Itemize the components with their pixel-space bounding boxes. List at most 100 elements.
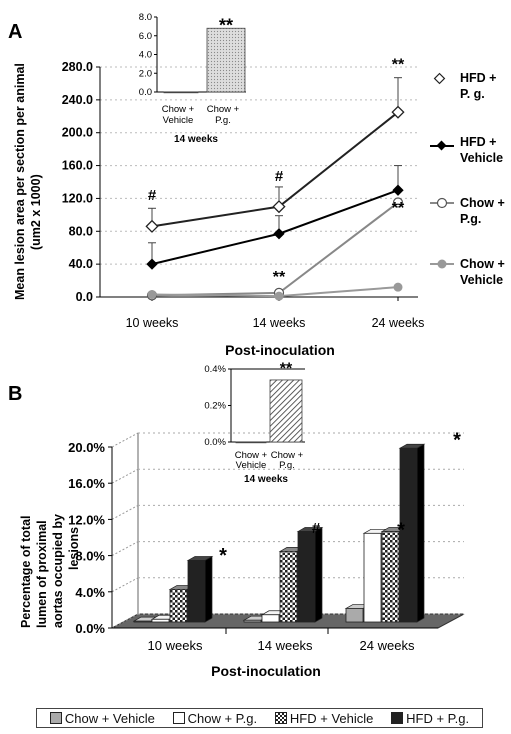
gridline-b-side [111,613,139,629]
x-axis-label-b: Post-inoculation [211,663,321,679]
bar-b [169,589,188,623]
y-axis-label-b-line4: lesions [67,527,81,570]
legend-a: HFD + P. g. HFD + Vehicle Chow + P.g. Ch… [430,71,505,287]
series-line-a [151,189,399,266]
x-tick-label-a: 24 weeks [372,316,425,330]
bar-b [363,532,382,623]
inset-b-x-label-1-l1: Chow + [235,450,268,461]
inset-a-y-tick-label: 6.0 [139,31,152,42]
x-axis-label-a: Post-inoculation [225,342,335,358]
bar-b [345,608,364,623]
bar-b [261,614,280,623]
inset-a-y-tick-label: 0.0 [139,87,152,98]
x-tick-label-b: 10 weeks [148,638,203,653]
x-tick-label-a: 10 weeks [126,316,179,330]
bar-b [399,447,418,623]
y-tick-label-a: 120.0 [62,191,93,205]
annotation-b: # [312,520,321,537]
inset-a-bar [163,91,199,94]
legend-b-item-hfd-vehicle: HFD + Vehicle [274,711,373,726]
data-point-a [146,258,158,270]
x-tick-label-a: 14 weeks [253,316,306,330]
inset-b-x-label-2-l2: P.g. [279,460,295,471]
inset-a-x-label-1-l2: Vehicle [163,115,194,126]
data-point-a [272,200,286,214]
bar-side-b [416,443,425,623]
inset-a-y-tick-label: 8.0 [139,12,152,23]
y-tick-label-a: 280.0 [62,60,93,74]
data-point-a [393,282,403,292]
inset-b-y-tick-label: 0.0% [204,437,226,448]
figure: A Mean lesion area per section per anima… [8,12,505,679]
annotation-b: * [453,430,461,452]
legend-filled-circle-icon [437,259,447,269]
white-swatch-icon [172,712,185,724]
bar-b [243,619,262,623]
legend-filled-diamond-icon [436,140,447,151]
y-tick-label-b: 12.0% [68,512,105,527]
y-axis-label-b-line1: Percentage of total [19,515,33,628]
y-tick-label-b: 0.0% [75,621,105,636]
gridline-b-side [111,468,139,484]
y-tick-label-b: 16.0% [68,476,105,491]
annotation-a: # [275,168,284,185]
legend-a-item-1-l1: HFD + [460,71,496,85]
inset-b-x-label-1-l2: Vehicle [236,460,267,471]
legend-a-item-4-l2: Vehicle [460,273,503,287]
bar-b [297,531,316,623]
x-tick-label-b: 24 weeks [360,638,415,653]
y-axis-label-a-line2: (um2 x 1000) [29,174,43,250]
inset-a-bar [206,27,246,93]
inset-a-x-label-2-l2: P.g. [215,115,231,126]
bar-side-b [204,555,213,623]
gridline-b-side [111,541,139,557]
inset-a-x-label-1-l1: Chow + [162,104,195,115]
annotation-a: ** [392,200,405,217]
y-tick-label-b: 8.0% [75,549,105,564]
bar-b [133,620,152,623]
legend-b-item-hfd-pg: HFD + P.g. [391,711,469,726]
legend-a-item-2-l1: HFD + [460,135,496,149]
legend-open-diamond-icon [433,72,446,85]
inset-a-caption: 14 weeks [174,134,218,145]
inset-b-bar [269,379,303,443]
y-tick-label-a: 160.0 [62,159,93,173]
annotation-a: ** [392,56,405,73]
data-point-a [145,219,159,233]
data-point-a [392,197,404,208]
y-axis-label-b-line2: lumen of proximal [35,520,49,628]
legend-b: Chow + Vehicle Chow + P.g. HFD + Vehicle… [36,708,483,728]
bar-side-b [314,526,323,623]
bar-b [381,531,400,623]
bar-b [151,618,170,623]
gridline-b-side [111,432,139,448]
inset-b-caption: 14 weeks [244,474,288,485]
gridline-b-side [111,504,139,520]
y-axis-label-a-line1: Mean lesion area per section per animal [13,63,27,300]
y-tick-label-a: 80.0 [69,224,93,238]
gridline-b-side [111,577,139,593]
y-tick-label-a: 240.0 [62,93,93,107]
inset-a-annotation: ** [219,15,233,35]
legend-a-item-3-l2: P.g. [460,212,481,226]
inset-a-x-label-2-l1: Chow + [207,104,240,115]
gray-swatch-icon [49,712,62,724]
legend-open-circle-icon [436,197,448,209]
legend-a-item-2-l2: Vehicle [460,151,503,165]
y-axis-label-b: Percentage of total lumen of proximal ao… [19,514,81,628]
inset-b-bar [235,441,267,444]
inset-b-y-tick-label: 0.4% [204,364,226,375]
inset-a-y-tick-label: 2.0 [139,68,152,79]
annotation-b: * [397,520,405,542]
black-swatch-icon [391,712,404,724]
y-axis-label-b-line3: aortas occupied by [51,514,65,628]
inset-b-annotation: ** [280,361,293,378]
legend-b-item-chow-vehicle: Chow + Vehicle [49,711,155,726]
legend-a-item-1-l2: P. g. [460,87,485,101]
data-point-a [391,105,405,119]
x-tick-label-b: 14 weeks [258,638,313,653]
annotation-a: ** [273,269,286,286]
bar-b [187,560,206,623]
y-tick-label-a: 40.0 [69,257,93,271]
y-tick-label-a: 0.0 [76,290,93,304]
